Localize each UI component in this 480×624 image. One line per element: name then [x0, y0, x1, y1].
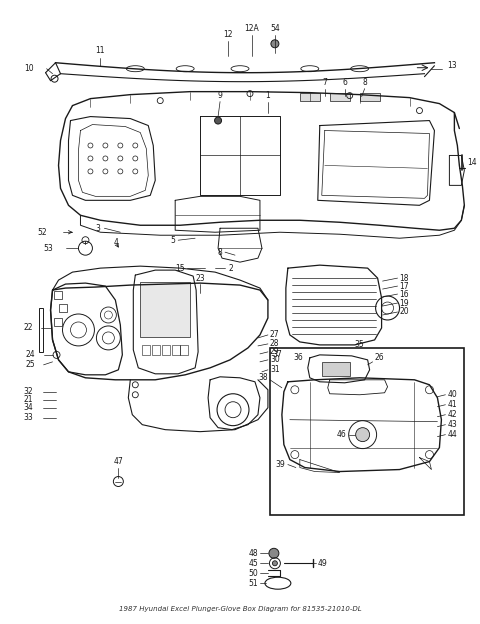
Text: 39: 39	[275, 460, 285, 469]
Text: 12A: 12A	[245, 24, 259, 33]
Text: 48: 48	[248, 548, 258, 558]
Circle shape	[271, 40, 279, 48]
Text: 54: 54	[270, 24, 280, 33]
Text: 12: 12	[223, 31, 233, 39]
Text: 26: 26	[374, 353, 384, 363]
Text: 6: 6	[342, 78, 347, 87]
Text: 45: 45	[248, 558, 258, 568]
Text: 1: 1	[265, 91, 270, 100]
Text: 35: 35	[355, 341, 364, 349]
Text: 29: 29	[270, 348, 279, 356]
Text: 14: 14	[468, 158, 477, 167]
Text: 51: 51	[248, 578, 258, 588]
Text: 38: 38	[258, 373, 268, 383]
Bar	[59, 304, 67, 312]
Bar	[330, 92, 350, 100]
Text: 25: 25	[26, 360, 36, 369]
Text: 32: 32	[24, 388, 34, 396]
Text: 44: 44	[447, 430, 457, 439]
Text: 53: 53	[44, 244, 53, 253]
Text: 40: 40	[447, 390, 457, 399]
Text: 3: 3	[96, 224, 100, 233]
Text: 46: 46	[337, 430, 347, 439]
Bar	[54, 318, 61, 326]
Bar	[140, 282, 190, 337]
Bar	[38, 308, 43, 352]
Circle shape	[215, 117, 222, 124]
Text: 27: 27	[270, 331, 279, 339]
Text: 49: 49	[318, 558, 327, 568]
Bar	[322, 362, 350, 376]
Text: 21: 21	[24, 395, 34, 404]
Text: 4: 4	[113, 238, 119, 246]
Bar	[300, 92, 320, 100]
Bar	[152, 345, 160, 355]
Text: 47: 47	[113, 457, 123, 466]
Text: 28: 28	[270, 339, 279, 348]
Text: 41: 41	[447, 400, 457, 409]
Text: 7: 7	[322, 78, 327, 87]
Bar	[142, 345, 150, 355]
Text: 34: 34	[24, 403, 34, 412]
Text: 2: 2	[228, 263, 233, 273]
Bar	[172, 345, 180, 355]
Text: 43: 43	[447, 420, 457, 429]
Text: 5: 5	[170, 236, 175, 245]
Text: 33: 33	[24, 413, 34, 422]
Text: 17: 17	[399, 281, 409, 291]
Text: 42: 42	[447, 410, 457, 419]
Bar	[360, 92, 380, 100]
Text: 37: 37	[272, 350, 282, 359]
Bar	[180, 345, 188, 355]
Text: 19: 19	[399, 298, 409, 308]
Text: 22: 22	[24, 323, 34, 333]
Text: 13: 13	[447, 61, 457, 71]
Bar	[162, 345, 170, 355]
Bar	[54, 291, 61, 299]
Text: 31: 31	[270, 365, 279, 374]
Text: 15: 15	[176, 263, 185, 273]
Text: 10: 10	[24, 64, 34, 73]
Text: 16: 16	[399, 290, 409, 298]
Circle shape	[356, 427, 370, 442]
Text: 8: 8	[217, 248, 222, 256]
Text: 20: 20	[399, 308, 409, 316]
Circle shape	[269, 548, 279, 558]
Text: 11: 11	[96, 46, 105, 56]
Text: 9: 9	[217, 91, 223, 100]
Text: 23: 23	[195, 273, 205, 283]
Text: 50: 50	[248, 568, 258, 578]
Text: 18: 18	[399, 273, 409, 283]
Text: 30: 30	[270, 355, 280, 364]
Text: 8: 8	[362, 78, 367, 87]
Text: 36: 36	[293, 353, 303, 363]
Circle shape	[273, 561, 277, 566]
Text: 52: 52	[38, 228, 48, 236]
Text: 1987 Hyundai Excel Plunger-Glove Box Diagram for 81535-21010-DL: 1987 Hyundai Excel Plunger-Glove Box Dia…	[119, 606, 361, 612]
Bar	[270, 348, 464, 515]
Text: 24: 24	[26, 350, 36, 359]
